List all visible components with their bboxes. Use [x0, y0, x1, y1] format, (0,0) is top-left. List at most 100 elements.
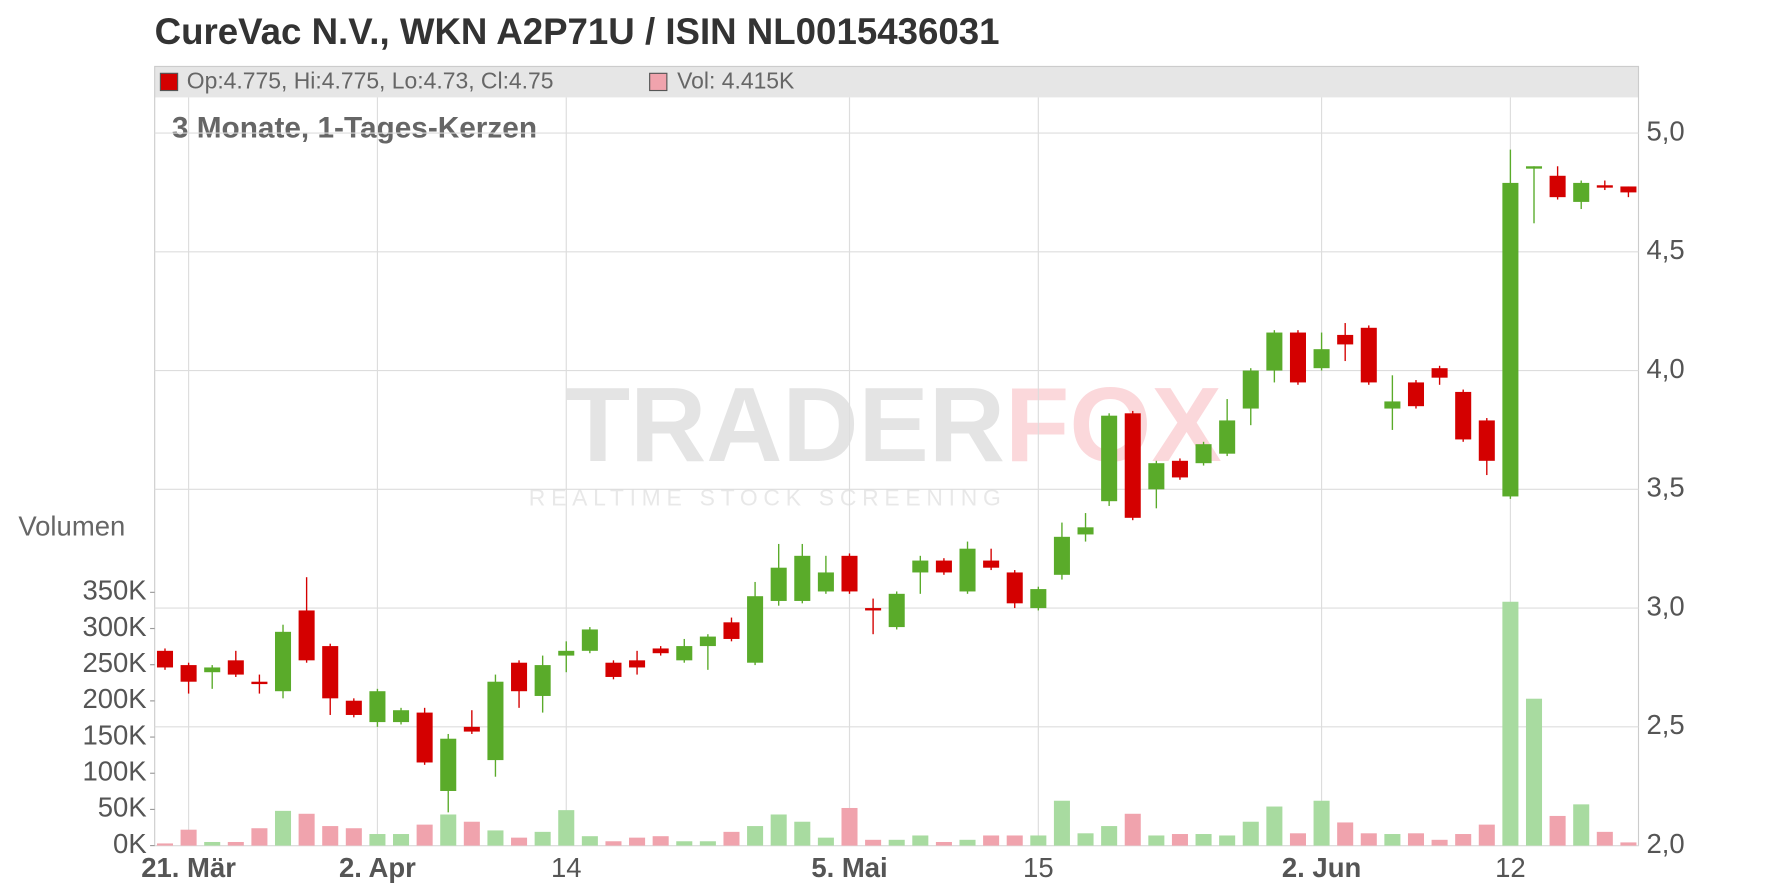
volume-bar [251, 828, 268, 846]
candle-body [865, 608, 882, 611]
chart-title: CureVac N.V., WKN A2P71U / ISIN NL001543… [155, 11, 1000, 52]
candle-body [888, 593, 905, 628]
candle-body [652, 648, 669, 654]
volume-bar [1313, 800, 1330, 846]
x-tick-label: 2. Apr [339, 852, 416, 883]
candle-body [534, 665, 551, 696]
volume-bar [1289, 833, 1306, 846]
volume-bar [699, 841, 716, 846]
candle-body [1195, 444, 1212, 464]
volume-bar [959, 839, 976, 846]
candle-body [180, 665, 197, 682]
volume-bar [1219, 835, 1236, 846]
candle-body [345, 700, 362, 715]
volume-bar [511, 837, 528, 846]
candle-body [416, 712, 433, 763]
y-tick-label: 2,5 [1647, 709, 1685, 740]
volume-bar [1573, 804, 1590, 846]
candle-body [676, 646, 693, 661]
candle-body [393, 710, 410, 723]
volume-bar [1502, 601, 1519, 846]
x-tick-label: 2. Jun [1282, 852, 1361, 883]
y2-tick-label: 100K [82, 756, 147, 787]
volume-bar [180, 829, 197, 846]
volume-bar [770, 814, 787, 846]
volume-bar [1148, 835, 1165, 846]
x-tick-label: 15 [1023, 852, 1054, 883]
candle-body [440, 738, 457, 791]
volume-bar [1030, 835, 1047, 846]
candle-body [817, 572, 834, 592]
candle-body [511, 662, 528, 692]
y-tick-label: 2,0 [1647, 828, 1685, 859]
y-tick-label: 4,5 [1647, 234, 1685, 265]
candle-body [1337, 334, 1354, 345]
candle-body [322, 646, 339, 699]
volume-bar [487, 830, 504, 846]
candle-body [1266, 332, 1283, 371]
x-tick-label: 12 [1495, 852, 1526, 883]
candle-body [581, 629, 598, 651]
volume-bar [274, 810, 292, 846]
volume-bar [1266, 806, 1283, 846]
volume-bar [629, 837, 646, 846]
volume-bar [1053, 800, 1070, 846]
subtitle: 3 Monate, 1-Tages-Kerzen [172, 111, 537, 144]
candle-body [1502, 182, 1519, 497]
candle-body [298, 610, 315, 661]
y2-tick-label: 0K [113, 828, 147, 859]
candle-body [487, 681, 504, 761]
candle-body [463, 726, 480, 732]
volume-bar [676, 841, 693, 846]
watermark-text: TRADERFOX [566, 367, 1222, 484]
volume-bar [605, 841, 622, 846]
candle-body [841, 555, 858, 592]
candle-body [983, 560, 1000, 568]
candle-body [1242, 370, 1259, 409]
y2-tick-label: 300K [82, 611, 147, 642]
x-tick-label: 14 [551, 852, 582, 883]
volume-bar [463, 821, 480, 846]
x-tick-label: 5. Mai [811, 852, 887, 883]
volume-bar [204, 841, 221, 846]
info-text: Op:4.775, Hi:4.775, Lo:4.73, Cl:4.75 [187, 68, 554, 94]
candle-body [794, 555, 811, 601]
volume-bar [841, 807, 858, 846]
volume-bar [227, 841, 244, 846]
legend-swatch [649, 72, 668, 92]
candle-body [1620, 186, 1637, 193]
legend-swatch [159, 72, 179, 92]
candle-body [274, 631, 292, 692]
info-bar [154, 66, 1639, 98]
candle-body [747, 596, 764, 663]
y2-tick-label: 150K [82, 719, 147, 750]
volume-bar [345, 828, 362, 846]
candle-body [629, 660, 646, 668]
volume-bar [1006, 835, 1023, 846]
candle-body [1313, 349, 1330, 369]
candle-body [1006, 572, 1023, 604]
volume-bar [912, 835, 929, 846]
candle-body [1219, 420, 1236, 454]
candle-body [1549, 175, 1566, 198]
candle-body [1431, 368, 1448, 378]
volume-bar [416, 824, 433, 846]
volume-bar [1407, 833, 1425, 846]
watermark-subtitle: REALTIME STOCK SCREENING [529, 485, 1007, 511]
candle-body [251, 681, 268, 685]
volume-bar [1242, 821, 1259, 846]
candle-body [1573, 182, 1590, 202]
y2-tick-label: 200K [82, 683, 147, 714]
volume-bar [1620, 842, 1637, 846]
candle-body [1289, 332, 1306, 383]
candle-body [912, 560, 929, 573]
volume-bar [298, 813, 315, 846]
candle-body [959, 548, 976, 592]
candle-body [1030, 589, 1047, 609]
candle-body [1171, 460, 1188, 478]
volume-bar [1337, 822, 1354, 846]
volume-bar [440, 814, 457, 846]
volume-bar [1077, 833, 1094, 846]
candle-body [369, 691, 386, 723]
candle-body [1148, 463, 1165, 490]
